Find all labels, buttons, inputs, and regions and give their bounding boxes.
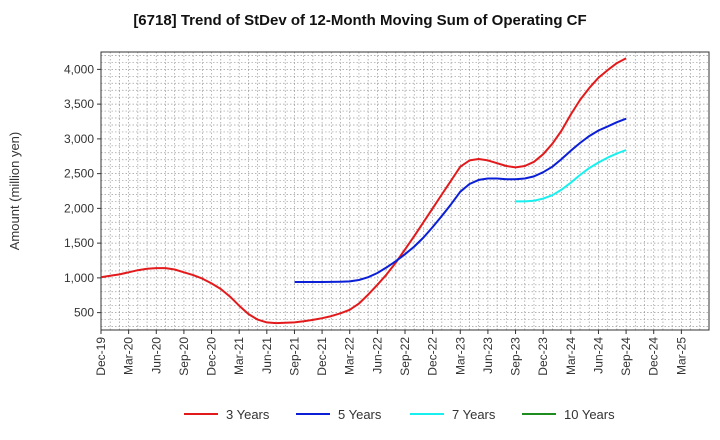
y-tick-label: 4,000 (64, 62, 94, 76)
y-tick-label: 3,500 (64, 97, 94, 111)
legend-label: 3 Years (226, 407, 270, 422)
legend: 3 Years 5 Years 7 Years 10 Years (184, 407, 615, 422)
x-tick-label: Dec-20 (205, 337, 219, 376)
legend-label: 10 Years (564, 407, 615, 422)
x-tick-label: Jun-22 (370, 337, 384, 374)
chart-title: [6718] Trend of StDev of 12-Month Moving… (133, 12, 586, 29)
x-tick-label: Jun-24 (591, 337, 605, 374)
x-tick-label: Jun-20 (149, 337, 163, 374)
legend-label: 5 Years (338, 407, 382, 422)
x-tick-label: Dec-19 (94, 337, 108, 376)
y-tick-label: 1,000 (64, 271, 94, 285)
x-tick-label: Mar-20 (122, 337, 136, 375)
x-tick-label: Sep-20 (177, 337, 191, 376)
y-tick-label: 3,000 (64, 132, 94, 146)
y-tick-label: 500 (74, 306, 94, 320)
x-tick-label: Dec-22 (426, 337, 440, 376)
series-line (100, 57, 627, 325)
series-line (515, 149, 627, 203)
legend-label: 7 Years (452, 407, 496, 422)
y-axis-label: Amount (million yen) (7, 132, 22, 251)
x-tick-label: Mar-24 (564, 337, 578, 375)
x-tick-label: Mar-22 (343, 337, 357, 375)
x-tick-label: Sep-23 (509, 337, 523, 376)
x-tick-label: Dec-24 (647, 337, 661, 376)
x-tick-label: Dec-21 (315, 337, 329, 376)
x-tick-label: Sep-21 (287, 337, 301, 376)
x-tick-label: Mar-21 (232, 337, 246, 375)
x-tick-label: Sep-22 (398, 337, 412, 376)
x-tick-label: Mar-25 (674, 337, 688, 375)
plot-background (101, 52, 709, 330)
y-tick-label: 1,500 (64, 236, 94, 250)
x-tick-label: Sep-24 (619, 337, 633, 376)
plot-area: 500 1,000 1,500 2,000 2,500 3,000 3,500 4,000 De… (64, 51, 710, 376)
series-line (294, 117, 627, 283)
y-tick-label: 2,000 (64, 201, 94, 215)
x-tick-label: Jun-21 (260, 337, 274, 374)
y-tick-label: 2,500 (64, 167, 94, 181)
x-tick-label: Dec-23 (536, 337, 550, 376)
x-tick-label: Jun-23 (481, 337, 495, 374)
x-tick-label: Mar-23 (453, 337, 467, 375)
